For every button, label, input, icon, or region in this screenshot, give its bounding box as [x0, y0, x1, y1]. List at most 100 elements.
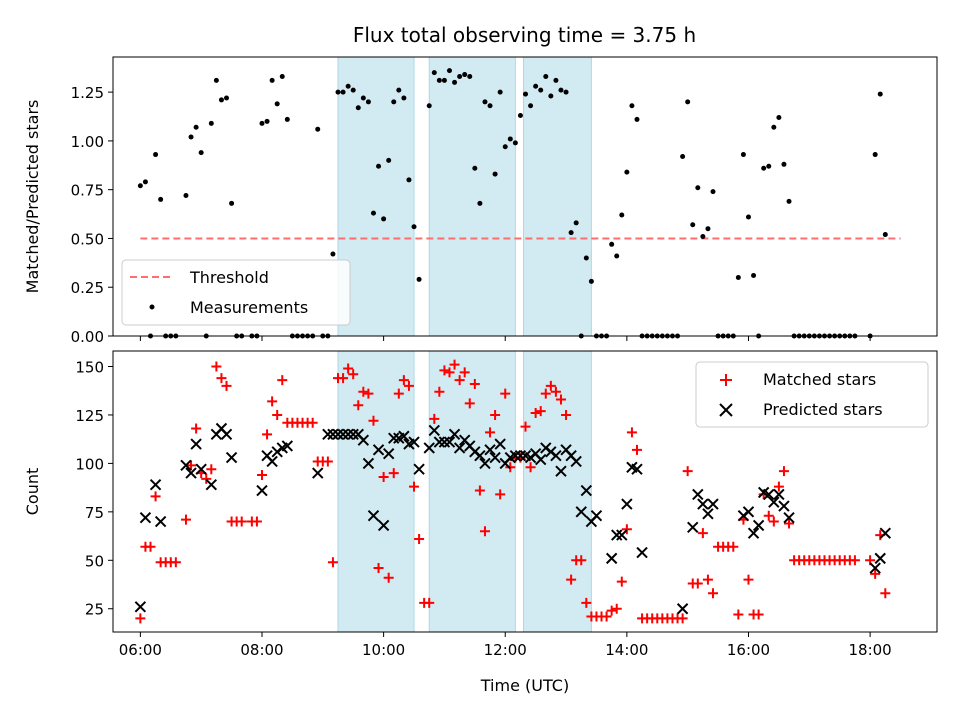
predicted-point — [413, 463, 425, 475]
predicted-point — [225, 451, 238, 464]
measurement-point — [786, 198, 792, 204]
legend-top: Threshold Measurements — [121, 259, 351, 326]
measurement-point — [568, 230, 574, 236]
predicted-point — [281, 440, 294, 452]
measurement-point — [284, 116, 290, 122]
predicted-point — [494, 438, 506, 450]
measurement-point — [619, 212, 625, 218]
measurement-point — [685, 99, 691, 105]
matched-point — [256, 470, 267, 481]
predicted-point — [149, 479, 162, 491]
predicted-point — [266, 455, 278, 468]
measurement-point — [436, 77, 442, 83]
y-tick-label: 50 — [85, 552, 104, 570]
observing-span — [428, 56, 516, 337]
matched-point — [145, 541, 156, 552]
measurement-point — [872, 152, 878, 158]
predicted-point — [763, 488, 775, 501]
measurement-point — [523, 91, 529, 97]
matched-point — [348, 369, 359, 380]
matched-point — [469, 378, 480, 389]
predicted-point — [484, 444, 496, 456]
predicted-point — [474, 449, 486, 462]
observing-span — [522, 350, 592, 633]
measurement-point — [431, 70, 437, 76]
measurement-point — [391, 99, 397, 105]
matched-point — [702, 574, 713, 585]
axes-frame — [112, 350, 938, 633]
matched-point — [262, 429, 273, 440]
matched-point — [606, 605, 617, 616]
measurement-point — [558, 87, 564, 93]
measurement-point — [482, 99, 488, 105]
predicted-point — [535, 453, 547, 466]
observing-span — [337, 350, 415, 633]
y-tick-label: 1.25 — [71, 84, 104, 102]
matched-point — [388, 468, 399, 479]
measurement-point — [350, 87, 356, 93]
measurement-point — [776, 114, 782, 120]
matched-point — [743, 574, 754, 585]
measurement-point — [193, 124, 199, 130]
measurement-point — [497, 89, 503, 95]
predicted-point — [555, 465, 567, 477]
predicted-point — [747, 527, 760, 539]
predicted-point — [185, 467, 197, 479]
measurement-point — [781, 161, 787, 167]
predicted-point — [205, 479, 218, 491]
matched-point — [849, 555, 860, 566]
matched-point — [773, 481, 784, 492]
x-tick-label: 06:00 — [119, 641, 162, 659]
measurement-point — [386, 157, 392, 163]
predicted-point — [550, 449, 562, 462]
matched-point — [307, 417, 318, 428]
matched-point — [870, 568, 881, 579]
matched-point — [535, 406, 546, 417]
measurement-point — [376, 163, 382, 169]
y-tick-label: 100 — [75, 455, 104, 473]
predicted-point — [707, 498, 719, 510]
measurement-point — [573, 220, 579, 226]
matched-point — [495, 489, 506, 500]
matched-point — [880, 588, 891, 599]
predicted-point — [702, 508, 714, 520]
measurement-point — [198, 150, 204, 156]
predicted-point — [388, 432, 400, 444]
matched-point — [424, 597, 435, 608]
predicted-point — [398, 430, 410, 442]
x-tick-label: 16:00 — [727, 641, 770, 659]
predicted-point — [220, 428, 233, 441]
measurement-point — [548, 93, 554, 99]
legend-measurements-label: Measurements — [190, 298, 308, 317]
matched-point — [601, 611, 612, 622]
predicted-point — [773, 488, 785, 501]
predicted-point — [438, 436, 451, 448]
matched-point — [692, 578, 703, 589]
predicted-point — [742, 506, 755, 518]
y-tick-label: 75 — [85, 504, 104, 522]
measurement-point — [740, 152, 746, 158]
matched-point — [414, 533, 425, 544]
matched-point — [363, 388, 374, 399]
legend-matched-swatch — [720, 374, 732, 386]
matched-point — [728, 541, 739, 552]
matched-point — [490, 409, 501, 420]
measurement-point — [274, 101, 280, 107]
matched-point — [550, 386, 561, 397]
legend-threshold-label: Threshold — [189, 268, 269, 287]
series-measurements — [137, 68, 888, 339]
predicted-point — [570, 455, 582, 468]
measurement-point — [406, 177, 412, 183]
predicted-point — [580, 484, 593, 497]
measurement-point — [426, 103, 432, 109]
measurement-point — [553, 77, 559, 83]
matched-point — [697, 528, 708, 539]
matched-point — [485, 427, 496, 438]
chart-title: Flux total observing time = 3.75 h — [353, 23, 696, 47]
predicted-point — [372, 444, 385, 456]
matched-point — [474, 485, 485, 496]
predicted-point — [337, 428, 349, 441]
x-tick-label: 10:00 — [362, 641, 405, 659]
series-predicted-stars — [134, 422, 892, 615]
